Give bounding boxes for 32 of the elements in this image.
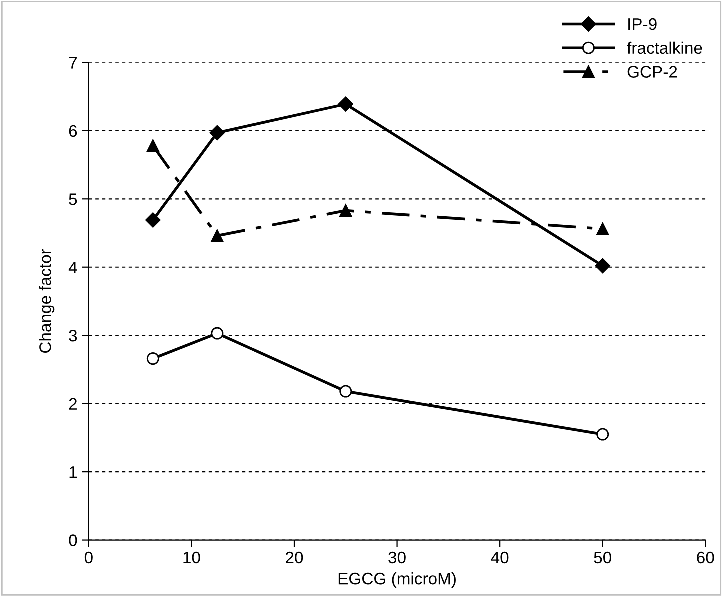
point (146, 140, 160, 152)
legend-label: fractalkine (627, 42, 702, 54)
point (211, 230, 224, 242)
legend-label: GCP-2 (628, 66, 678, 78)
y-tick-label: 3 (69, 330, 78, 342)
y-tick-label: 5 (69, 194, 78, 206)
y-tick-label: 7 (69, 57, 77, 69)
x-tick-label: 10 (184, 552, 200, 564)
x-tick-label: 60 (697, 552, 714, 564)
x-tick-label: 40 (491, 552, 509, 564)
point (146, 352, 160, 366)
y-tick-label: 6 (69, 125, 78, 138)
y-tick-label: 4 (68, 262, 78, 274)
point (340, 204, 352, 217)
y-tick-label: 2 (69, 398, 77, 410)
point (146, 212, 161, 228)
x-axis-title: EGCG (microM) (338, 572, 456, 588)
y-tick-label: 0 (69, 534, 78, 546)
y-axis-title: Change factor (39, 249, 55, 353)
x-tick-label: 0 (84, 552, 93, 564)
y-tick-label: 1 (70, 466, 78, 478)
x-tick-label: 50 (594, 552, 612, 564)
point (211, 327, 224, 340)
point (340, 385, 352, 398)
point (210, 125, 225, 141)
point (596, 222, 610, 236)
point (338, 96, 354, 112)
x-tick-label: 20 (286, 552, 304, 564)
legend-label: IP-9 (628, 18, 657, 30)
point (595, 258, 610, 274)
x-tick-label: 30 (388, 552, 406, 564)
point (596, 428, 610, 441)
